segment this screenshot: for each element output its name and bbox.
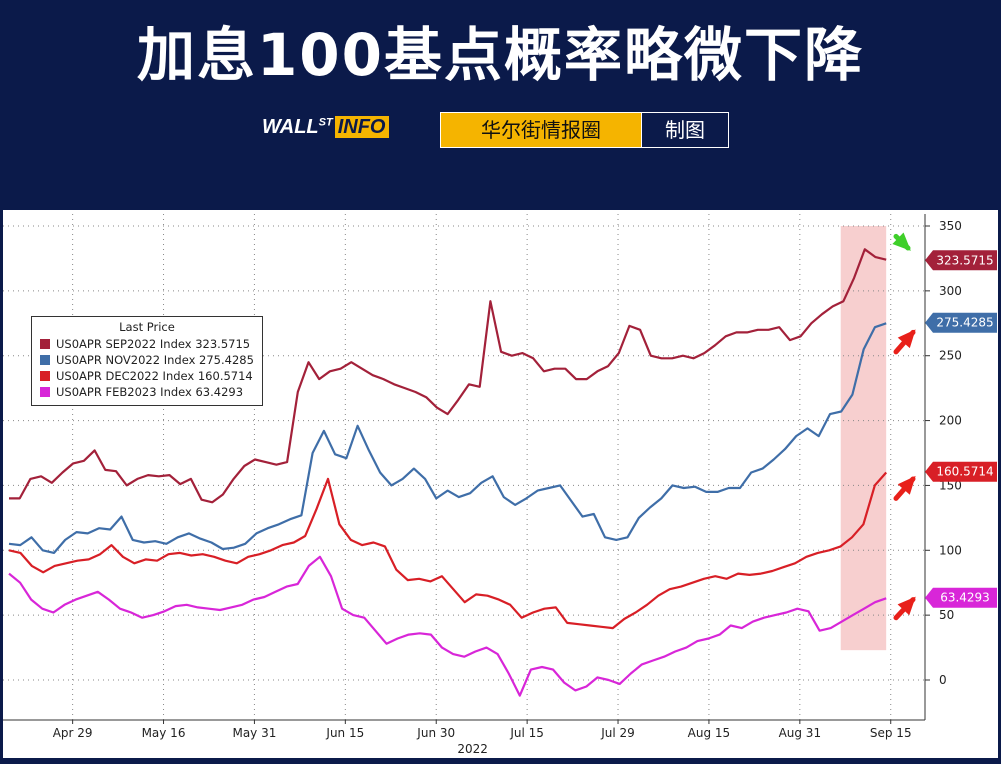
y-tick-label: 100 xyxy=(939,543,962,557)
legend-swatch xyxy=(40,371,50,381)
wallstinfo-logo: WALLST INFO xyxy=(262,116,389,139)
up-arrow-head xyxy=(897,475,916,495)
logo-main: WALL xyxy=(262,116,319,138)
legend-swatch xyxy=(40,339,50,349)
legend-label: US0APR FEB2023 Index 63.4293 xyxy=(56,385,244,399)
legend-entry: US0APR FEB2023 Index 63.4293 xyxy=(40,384,254,400)
last-value-label: 63.4293 xyxy=(940,591,990,605)
y-tick-label: 350 xyxy=(939,219,962,233)
x-tick-label: Aug 31 xyxy=(779,726,822,740)
legend-swatch xyxy=(40,355,50,365)
legend-entry: US0APR DEC2022 Index 160.5714 xyxy=(40,368,254,384)
x-axis-label: 2022 xyxy=(457,742,488,756)
logo-sup: ST xyxy=(318,116,333,129)
page-title: 加息100基点概率略微下降 xyxy=(136,21,865,89)
x-tick-label: May 16 xyxy=(142,726,186,740)
last-value-label: 275.4285 xyxy=(936,316,993,330)
highlight-region xyxy=(840,226,887,651)
legend-swatch xyxy=(40,387,50,397)
last-value-tag xyxy=(925,312,997,333)
x-tick-label: Sep 15 xyxy=(870,726,912,740)
legend-label: US0APR DEC2022 Index 160.5714 xyxy=(56,369,253,383)
y-tick-label: 300 xyxy=(939,284,962,298)
last-value-tag xyxy=(925,587,997,608)
last-value-label: 160.5714 xyxy=(936,465,993,479)
x-tick-label: Jun 15 xyxy=(325,726,364,740)
y-tick-label: 50 xyxy=(939,608,954,622)
series-line xyxy=(9,248,887,504)
line-chart: 0 50 100 150 200 250 300 350 Apr 29 May 16 May 31 J… xyxy=(3,210,998,758)
y-tick-label: 250 xyxy=(939,349,962,363)
last-value-tag xyxy=(925,250,997,271)
legend-entry: US0APR NOV2022 Index 275.4285 xyxy=(40,352,254,368)
source-box: 华尔街情报圈 制图 xyxy=(440,112,729,148)
down-arrow-head xyxy=(892,232,911,251)
made-label: 制图 xyxy=(641,113,728,147)
chart-panel: 0 50 100 150 200 250 300 350 Apr 29 May 16 May 31 J… xyxy=(3,210,998,758)
series-line xyxy=(8,555,887,697)
series-line xyxy=(8,322,887,554)
y-tick-label: 0 xyxy=(939,673,947,687)
up-arrow-head xyxy=(897,596,916,616)
up-arrow-head xyxy=(897,329,916,349)
legend-entry: US0APR SEP2022 Index 323.5715 xyxy=(40,336,254,352)
x-tick-label: Aug 15 xyxy=(688,726,731,740)
legend-label: US0APR NOV2022 Index 275.4285 xyxy=(56,353,254,367)
logo-info: INFO xyxy=(334,116,389,138)
x-tick-label: Jul 29 xyxy=(600,726,635,740)
source-label: 华尔街情报圈 xyxy=(441,113,641,147)
x-tick-label: Jul 15 xyxy=(509,726,544,740)
legend-label: US0APR SEP2022 Index 323.5715 xyxy=(56,337,251,351)
x-tick-label: May 31 xyxy=(232,726,276,740)
chart-background xyxy=(3,210,998,758)
x-tick-label: Apr 29 xyxy=(53,726,93,740)
last-value-label: 323.5715 xyxy=(936,253,993,267)
x-tick-label: Jun 30 xyxy=(416,726,455,740)
y-tick-label: 200 xyxy=(939,414,962,428)
legend: Last Price US0APR SEP2022 Index 323.5715… xyxy=(31,316,263,406)
y-tick-label: 150 xyxy=(939,478,962,492)
legend-title: Last Price xyxy=(119,320,175,334)
last-value-tag xyxy=(925,461,997,482)
series-line xyxy=(8,471,888,630)
